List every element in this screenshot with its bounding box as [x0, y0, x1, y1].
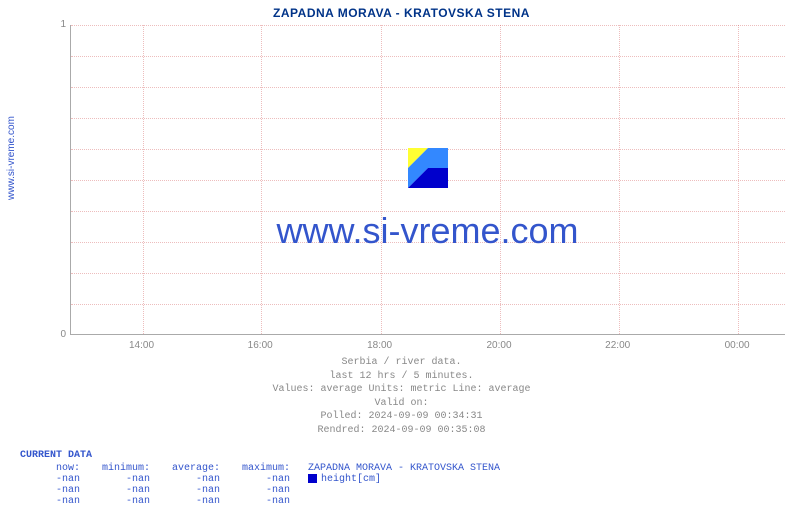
ytick-label: 0 [6, 329, 66, 340]
ytick-label: 1 [6, 19, 66, 30]
info-line: Polled: 2024-09-09 00:34:31 [0, 410, 803, 424]
cell-series [300, 485, 580, 496]
gridline-v [261, 25, 262, 334]
xtick-label: 16:00 [248, 340, 273, 351]
gridline-v [500, 25, 501, 334]
gridline-v [738, 25, 739, 334]
cell-min: -nan [90, 474, 160, 485]
xtick-label: 00:00 [725, 340, 750, 351]
cell-now: -nan [20, 474, 90, 485]
info-line: Values: average Units: metric Line: aver… [0, 383, 803, 397]
current-data-table: now: minimum: average: maximum: ZAPADNA … [20, 463, 580, 507]
gridline-h [71, 304, 785, 305]
current-data-section: CURRENT DATA now: minimum: average: maxi… [20, 450, 580, 507]
info-line: Valid on: [0, 397, 803, 411]
gridline-h [71, 87, 785, 88]
table-row: -nan -nan -nan -nan height[cm] [20, 474, 580, 485]
info-line: Serbia / river data. [0, 356, 803, 370]
table-header-row: now: minimum: average: maximum: ZAPADNA … [20, 463, 580, 474]
cell-avg: -nan [160, 485, 230, 496]
cell-series [300, 496, 580, 507]
info-line: Rendred: 2024-09-09 00:35:08 [0, 424, 803, 438]
table-row: -nan -nan -nan -nan [20, 496, 580, 507]
gridline-h [71, 273, 785, 274]
watermark-icon [408, 148, 448, 188]
col-max: maximum: [230, 463, 300, 474]
cell-max: -nan [230, 474, 300, 485]
table-row: -nan -nan -nan -nan [20, 485, 580, 496]
col-now: now: [20, 463, 90, 474]
legend-swatch [308, 474, 317, 483]
gridline-h [71, 25, 785, 26]
cell-now: -nan [20, 496, 90, 507]
col-avg: average: [160, 463, 230, 474]
xtick-label: 14:00 [129, 340, 154, 351]
sidebar-url: www.si-vreme.com [6, 116, 17, 200]
cell-series: height[cm] [300, 474, 580, 485]
gridline-h [71, 211, 785, 212]
gridline-h [71, 242, 785, 243]
gridline-v [143, 25, 144, 334]
cell-now: -nan [20, 485, 90, 496]
gridline-h [71, 118, 785, 119]
gridline-h [71, 56, 785, 57]
xtick-label: 22:00 [605, 340, 630, 351]
chart-info: Serbia / river data. last 12 hrs / 5 min… [0, 356, 803, 437]
cell-max: -nan [230, 485, 300, 496]
cell-min: -nan [90, 485, 160, 496]
series-label: height[cm] [321, 474, 381, 485]
gridline-v [381, 25, 382, 334]
cell-min: -nan [90, 496, 160, 507]
col-min: minimum: [90, 463, 160, 474]
current-data-header: CURRENT DATA [20, 450, 580, 461]
cell-avg: -nan [160, 496, 230, 507]
cell-avg: -nan [160, 474, 230, 485]
xtick-label: 20:00 [486, 340, 511, 351]
chart-title: ZAPADNA MORAVA - KRATOVSKA STENA [0, 6, 803, 20]
cell-max: -nan [230, 496, 300, 507]
xtick-label: 18:00 [367, 340, 392, 351]
gridline-v [619, 25, 620, 334]
col-series: ZAPADNA MORAVA - KRATOVSKA STENA [300, 463, 580, 474]
info-line: last 12 hrs / 5 minutes. [0, 370, 803, 384]
